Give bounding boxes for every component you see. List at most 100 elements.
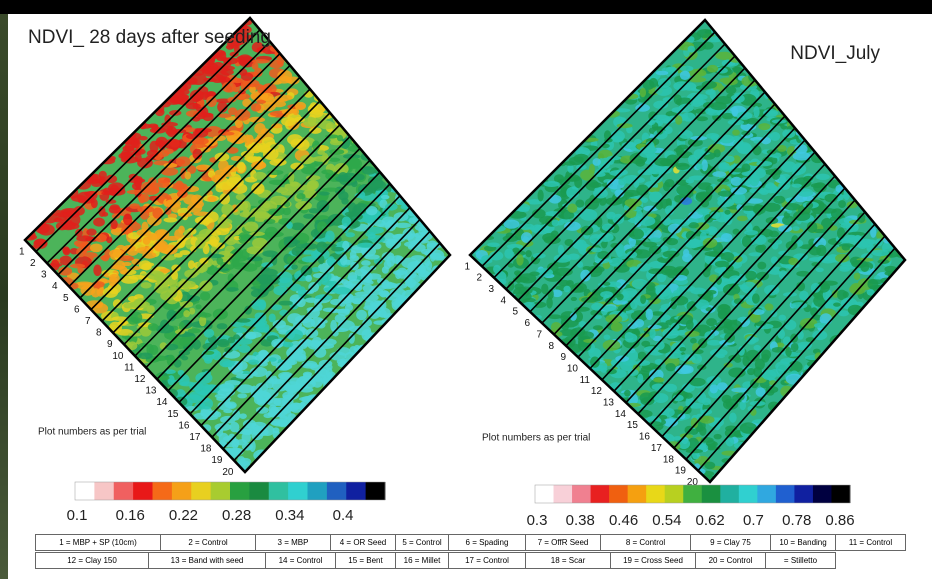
ndvi-patch bbox=[303, 117, 319, 127]
ndvi-patch bbox=[70, 264, 85, 269]
ndvi-patch bbox=[637, 374, 643, 383]
ndvi-patch bbox=[571, 297, 577, 301]
ndvi-patch bbox=[200, 291, 210, 300]
ndvi-patch bbox=[797, 189, 813, 197]
colorbar-swatch bbox=[665, 485, 684, 503]
ndvi-patch bbox=[648, 167, 666, 175]
ndvi-patch bbox=[268, 357, 276, 362]
plot-number: 5 bbox=[63, 293, 69, 304]
ndvi-patch bbox=[241, 73, 254, 81]
ndvi-patch bbox=[604, 334, 611, 339]
colorbar-swatch bbox=[720, 485, 739, 503]
ndvi-patch bbox=[679, 347, 686, 352]
legend-cell: 20 = Control bbox=[695, 552, 766, 569]
plot-number: 11 bbox=[124, 362, 135, 373]
ndvi-patch bbox=[307, 340, 319, 350]
ndvi-patch bbox=[217, 323, 228, 329]
ndvi-patch bbox=[641, 366, 652, 372]
ndvi-patch bbox=[177, 238, 186, 248]
ndvi-patch bbox=[656, 71, 669, 76]
plot-number: 7 bbox=[85, 316, 91, 327]
ndvi-patch bbox=[148, 124, 158, 129]
colorbar-swatch bbox=[114, 482, 134, 500]
ndvi-patch bbox=[611, 322, 623, 331]
colorbar-label: 0.38 bbox=[566, 512, 595, 529]
plot-number: 6 bbox=[524, 318, 530, 329]
ndvi-patch bbox=[236, 439, 247, 445]
ndvi-patch bbox=[319, 191, 330, 195]
ndvi-patch bbox=[549, 195, 562, 204]
ndvi-patch bbox=[705, 90, 714, 95]
plot-note: Plot numbers as per trial bbox=[38, 427, 146, 438]
ndvi-patch bbox=[86, 229, 96, 236]
ndvi-patch bbox=[707, 65, 718, 73]
ndvi-patch bbox=[226, 287, 239, 291]
ndvi-patch bbox=[109, 206, 121, 214]
ndvi-patch bbox=[867, 279, 878, 290]
ndvi-patch bbox=[147, 233, 159, 240]
colorbar-swatch bbox=[757, 485, 776, 503]
ndvi-patch bbox=[233, 327, 247, 333]
ndvi-patch bbox=[93, 265, 101, 277]
ndvi-patch bbox=[345, 232, 355, 237]
ndvi-patch bbox=[589, 182, 602, 188]
ndvi-patch bbox=[90, 244, 103, 253]
ndvi-patch bbox=[269, 60, 284, 68]
ndvi-patch bbox=[198, 265, 207, 272]
ndvi-patch bbox=[593, 158, 601, 166]
ndvi-patch bbox=[688, 46, 695, 53]
ndvi-patch bbox=[290, 182, 299, 187]
ndvi-patch bbox=[408, 217, 416, 224]
plot-number: 16 bbox=[178, 420, 190, 431]
plot-number: 15 bbox=[627, 420, 639, 431]
plot-number: 2 bbox=[476, 273, 482, 284]
ndvi-patch bbox=[663, 182, 670, 191]
colorbar-swatch bbox=[609, 485, 628, 503]
ndvi-patch bbox=[639, 392, 653, 403]
ndvi-patch bbox=[718, 305, 730, 309]
plot-number: 8 bbox=[96, 328, 102, 339]
ndvi-patch bbox=[842, 244, 851, 251]
ndvi-patch bbox=[563, 286, 570, 293]
ndvi-patch bbox=[744, 230, 758, 235]
legend-cell: 10 = Banding bbox=[770, 534, 836, 551]
ndvi-patch bbox=[854, 273, 860, 280]
colorbar-label: 0.16 bbox=[116, 507, 145, 524]
legend-cell: 13 = Band with seed bbox=[148, 552, 266, 569]
ndvi-patch bbox=[248, 360, 259, 365]
plot-number: 5 bbox=[512, 307, 518, 318]
ndvi-patch bbox=[196, 138, 209, 145]
plot-number: 8 bbox=[548, 341, 554, 352]
plot-number: 4 bbox=[52, 281, 58, 292]
legend-cell: 15 = Bent bbox=[335, 552, 396, 569]
plot-number: 12 bbox=[134, 374, 146, 385]
plot-number: 13 bbox=[145, 386, 157, 397]
ndvi-patch bbox=[251, 183, 264, 195]
ndvi-patch bbox=[564, 221, 581, 230]
ndvi-patch bbox=[239, 413, 246, 419]
legend-cell: 14 = Control bbox=[265, 552, 336, 569]
colorbar-swatch bbox=[776, 485, 795, 503]
ndvi-patch bbox=[754, 345, 761, 350]
ndvi-patch bbox=[653, 101, 668, 109]
ndvi-patch bbox=[381, 195, 390, 199]
ndvi-patch bbox=[146, 305, 155, 313]
colorbar-swatch bbox=[683, 485, 702, 503]
ndvi-patch bbox=[254, 123, 265, 134]
ndvi-patch bbox=[783, 336, 791, 345]
ndvi-patch bbox=[843, 291, 849, 297]
ndvi-patch bbox=[589, 164, 595, 174]
legend-cell: 5 = Control bbox=[395, 534, 449, 551]
ndvi-patch bbox=[321, 170, 333, 175]
plot-number: 12 bbox=[591, 386, 603, 397]
ndvi-patch bbox=[816, 174, 830, 180]
colorbar-label: 0.46 bbox=[609, 512, 638, 529]
map-title: NDVI_July bbox=[790, 43, 880, 64]
ndvi-patch bbox=[125, 142, 135, 152]
ndvi-patch bbox=[252, 238, 268, 249]
ndvi-patch bbox=[618, 178, 626, 185]
ndvi-patch bbox=[351, 247, 365, 253]
ndvi-patch bbox=[641, 341, 650, 347]
ndvi-patch bbox=[252, 62, 259, 69]
ndvi-patch bbox=[857, 213, 865, 223]
